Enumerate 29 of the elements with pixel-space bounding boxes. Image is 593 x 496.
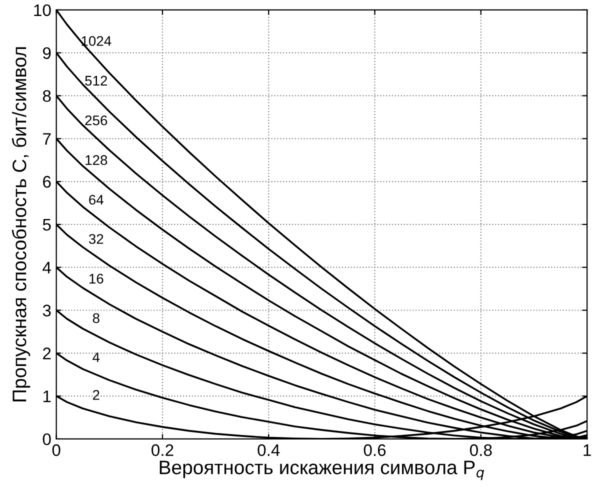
series-label: 1024 xyxy=(82,36,112,46)
x-tick-label: 1 xyxy=(584,444,591,456)
series-label: 2 xyxy=(92,390,100,400)
series-label: 128 xyxy=(86,155,108,165)
x-tick-label: 0.4 xyxy=(258,444,280,456)
x-tick-label: 0 xyxy=(52,444,60,456)
series-label: 64 xyxy=(89,194,104,205)
y-tick-label: 10 xyxy=(34,4,51,16)
y-tick-label: 4 xyxy=(42,262,51,274)
x-tick-label: 0.8 xyxy=(470,444,492,456)
y-tick-label: 7 xyxy=(43,133,51,145)
y-axis-title: Пропускная способность C, бит/символ xyxy=(12,47,30,402)
y-tick-label: 5 xyxy=(42,219,51,231)
series-label: 8 xyxy=(92,313,100,324)
y-tick-label: 3 xyxy=(42,304,51,316)
y-tick-label: 6 xyxy=(43,176,51,188)
y-tick-label: 8 xyxy=(42,90,51,102)
y-tick-label: 9 xyxy=(42,47,51,60)
x-tick-label: 0.2 xyxy=(152,444,174,456)
series-label: 16 xyxy=(89,274,104,284)
y-tick-label: 1 xyxy=(43,390,51,402)
y-tick-label: 2 xyxy=(43,348,51,360)
x-axis-title: Вероятность искажения символа P$_{q}$ xyxy=(160,460,484,480)
series-label: 32 xyxy=(88,234,104,244)
y-tick-label: 0 xyxy=(42,433,51,446)
series-label: 256 xyxy=(85,115,108,126)
x-tick-label: 0.6 xyxy=(364,444,386,456)
series-label: 4 xyxy=(92,352,100,362)
series-label: 512 xyxy=(85,76,108,86)
